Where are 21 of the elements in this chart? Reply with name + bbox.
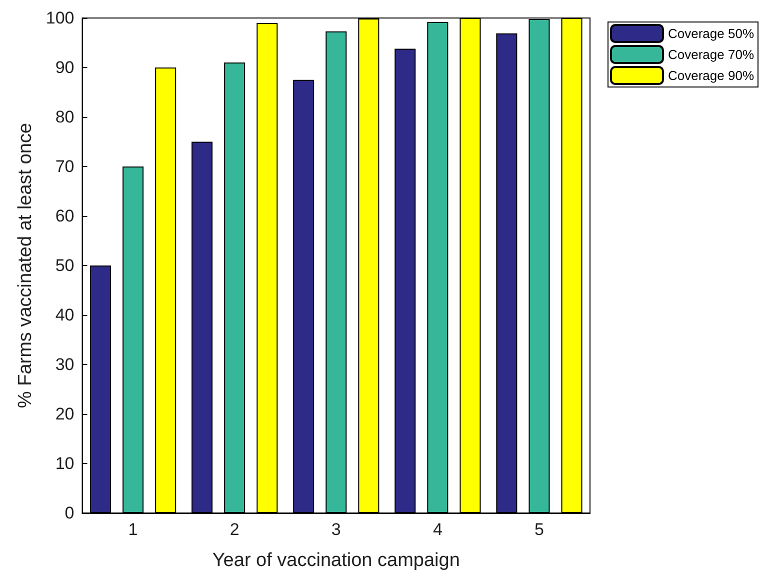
y-tick-label: 10	[55, 454, 74, 473]
legend-label: Coverage 50%	[668, 26, 754, 41]
x-axis-title: Year of vaccination campaign	[212, 550, 460, 571]
y-tick-label: 100	[46, 8, 74, 28]
legend-label: Coverage 90%	[668, 68, 754, 83]
y-tick-label: 30	[55, 355, 74, 374]
y-tick-label: 80	[55, 108, 74, 126]
x-tick-label: 2	[230, 520, 240, 539]
y-tick-label: 40	[55, 306, 74, 324]
x-tick-label: 1	[128, 520, 138, 539]
y-tick-label: 50	[55, 256, 74, 275]
y-tick-label: 70	[55, 157, 74, 176]
y-tick-label: 90	[55, 58, 74, 77]
y-tick-label: 60	[55, 206, 74, 226]
x-tick-label: 3	[331, 520, 341, 539]
y-tick-label: 0	[64, 504, 74, 522]
x-tick-label: 5	[534, 520, 544, 539]
x-tick-label: 4	[432, 520, 442, 539]
y-axis-title: % Farms vaccinated at least once	[15, 122, 36, 408]
legend-label: Coverage 70%	[668, 47, 754, 62]
y-tick-label: 20	[55, 404, 74, 424]
